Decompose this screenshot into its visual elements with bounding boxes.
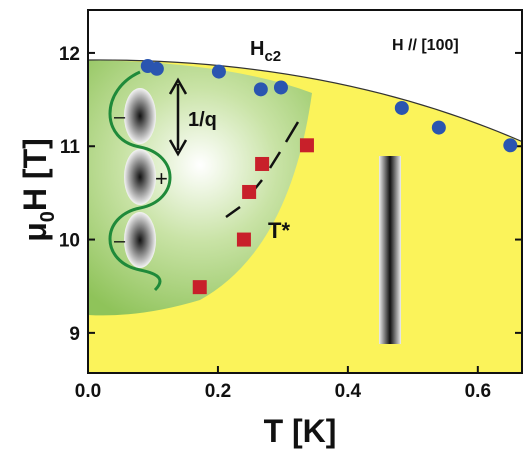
data-point xyxy=(242,184,257,199)
hc2-line xyxy=(87,59,523,143)
annotation: 1/q xyxy=(188,109,217,131)
y-axis-label: μ0H [T] xyxy=(17,138,59,242)
annotation: – xyxy=(114,106,126,128)
annotation-sub: c2 xyxy=(264,48,281,65)
wave xyxy=(108,70,172,292)
x-tick-label: 0.6 xyxy=(465,381,491,402)
x-tick-label: 0.2 xyxy=(205,381,231,402)
plot-frame xyxy=(87,9,523,374)
x-axis-label: T [K] xyxy=(264,413,337,449)
data-point xyxy=(394,100,409,115)
y-tick-label: 10 xyxy=(59,231,80,252)
data-point xyxy=(431,120,446,135)
data-point xyxy=(211,64,226,79)
vortex-core xyxy=(379,156,401,344)
data-point xyxy=(192,280,207,295)
annotation: + xyxy=(155,166,168,191)
y-tick-label: 9 xyxy=(69,324,80,345)
annotation: Hc2 xyxy=(250,38,281,65)
modulation-blob xyxy=(124,149,156,205)
x-tick-label: 0.0 xyxy=(75,381,101,402)
annotation: H // [100] xyxy=(392,37,459,54)
y-tick-label: 12 xyxy=(59,44,80,65)
y-tick-label: 11 xyxy=(60,137,81,158)
data-point xyxy=(503,138,518,153)
annotation: H xyxy=(250,38,264,60)
data-point xyxy=(253,82,268,97)
data-point xyxy=(236,232,251,247)
data-point xyxy=(149,61,164,76)
modulation-blob xyxy=(124,212,156,268)
arrow xyxy=(168,77,188,157)
y-axis-label: H [T] xyxy=(17,138,53,211)
y-axis-label: μ xyxy=(17,222,53,242)
data-point xyxy=(299,138,314,153)
x-tick-label: 0.4 xyxy=(335,381,362,402)
y-axis-label-sub: 0 xyxy=(37,211,59,222)
modulation-blob xyxy=(124,88,156,144)
data-point xyxy=(273,80,288,95)
annotation: – xyxy=(114,230,126,252)
annotation: T* xyxy=(268,218,290,243)
data-point xyxy=(255,156,270,171)
